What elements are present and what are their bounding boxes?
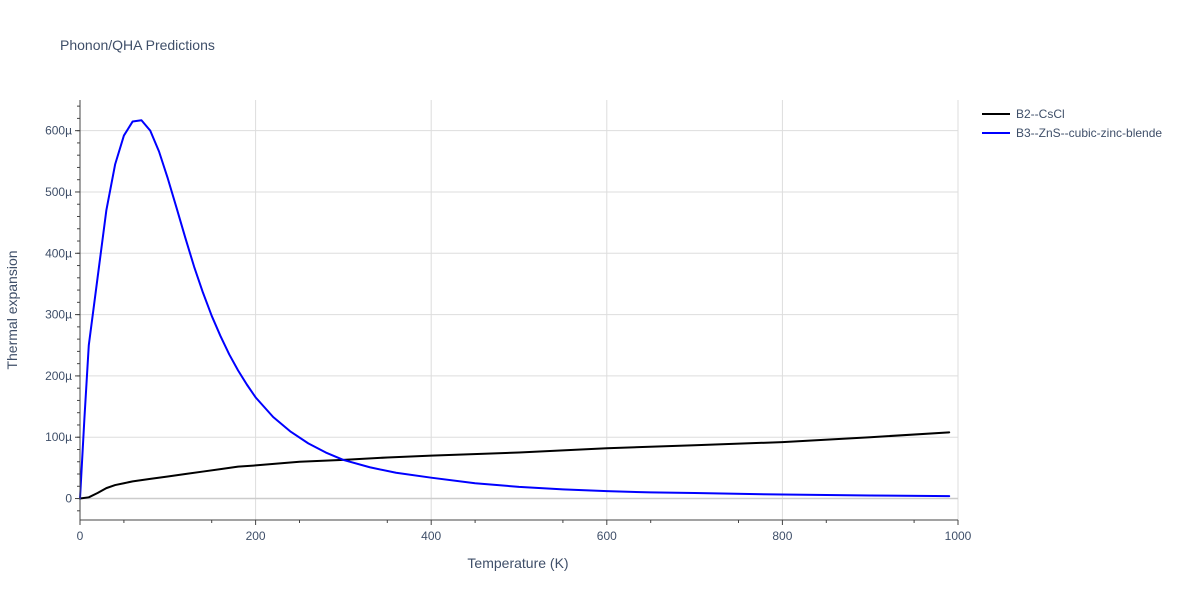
y-axis-title: Thermal expansion — [4, 250, 20, 369]
chart-title: Phonon/QHA Predictions — [60, 37, 215, 53]
y-tick-label: 0 — [65, 492, 72, 506]
x-tick-label: 400 — [421, 529, 441, 543]
x-tick-label: 200 — [246, 529, 266, 543]
x-grid — [255, 100, 959, 520]
y-tick-label: 300µ — [45, 308, 72, 322]
x-axis-ticks: 0 200 400 600 800 1000 — [77, 520, 972, 543]
legend-item-1[interactable]: B2--CsCl — [982, 107, 1065, 121]
series-line-1[interactable] — [79, 431, 951, 500]
series-line-2[interactable] — [79, 119, 951, 500]
x-axis-title: Temperature (K) — [467, 555, 568, 571]
legend[interactable]: B2--CsCl B3--ZnS--cubic-zinc-blende — [982, 107, 1162, 140]
y-tick-label: 600µ — [45, 124, 72, 138]
x-tick-label: 800 — [772, 529, 792, 543]
x-tick-label: 0 — [77, 529, 84, 543]
x-tick-label: 600 — [597, 529, 617, 543]
y-grid — [80, 130, 958, 438]
legend-item-2[interactable]: B3--ZnS--cubic-zinc-blende — [982, 126, 1162, 140]
y-tick-label: 400µ — [45, 246, 72, 260]
y-axis-ticks: 0 100µ 200µ 300µ 400µ 500µ 600µ — [45, 105, 80, 512]
series-layer — [79, 119, 951, 500]
y-tick-label: 100µ — [45, 430, 72, 444]
legend-label: B3--ZnS--cubic-zinc-blende — [1016, 126, 1162, 140]
y-tick-label: 500µ — [45, 185, 72, 199]
y-tick-label: 200µ — [45, 369, 72, 383]
x-tick-label: 1000 — [945, 529, 972, 543]
legend-label: B2--CsCl — [1016, 107, 1065, 121]
